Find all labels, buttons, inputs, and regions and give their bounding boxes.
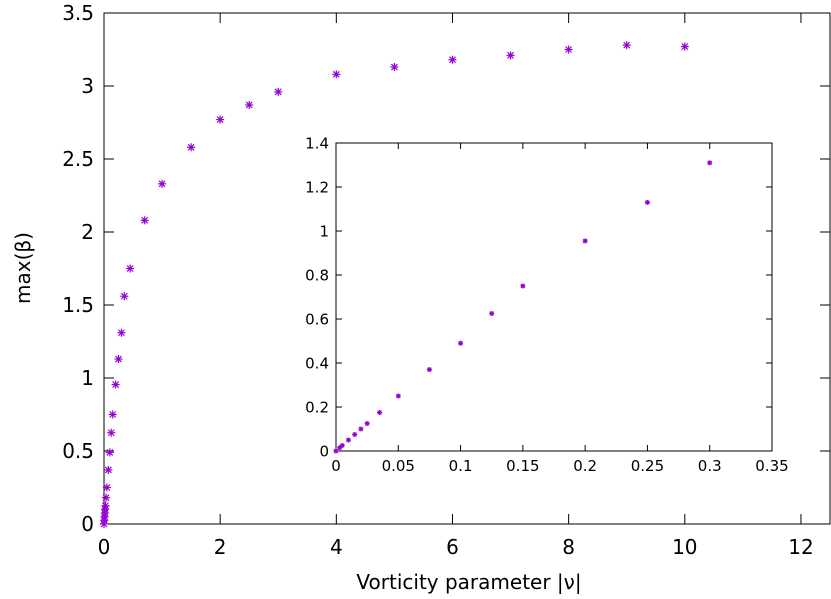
x-axis-label: Vorticity parameter |ν| <box>356 570 581 594</box>
inset-data-point <box>458 340 464 346</box>
main-data-point <box>108 410 117 419</box>
inset-y-tick-label: 0 <box>319 442 329 460</box>
inset-data-point <box>364 421 370 426</box>
main-data-point <box>158 179 167 188</box>
main-y-tick-label: 3.5 <box>62 1 94 25</box>
main-data-point <box>140 216 149 225</box>
main-y-tick-label: 2 <box>81 220 94 244</box>
inset-background <box>336 143 772 451</box>
main-x-tick-label: 6 <box>446 535 459 559</box>
main-frame <box>103 12 831 525</box>
inset-data-point <box>426 367 432 373</box>
inset-y-tick-label: 1.4 <box>305 134 329 152</box>
main-y-tick-label: 0.5 <box>62 439 94 463</box>
y-axis-label: max(β) <box>11 232 35 304</box>
inset-data-point <box>333 448 339 454</box>
inset-x-tick-label: 0 <box>331 457 341 475</box>
main-x-tick-label: 0 <box>98 535 111 559</box>
inset-data-point <box>520 283 526 289</box>
main-data-point <box>332 70 341 79</box>
inset-data-point <box>339 443 345 448</box>
inset-y-tick-label: 1 <box>319 222 329 240</box>
main-y-tick-label: 1 <box>81 366 94 390</box>
main-data-point <box>104 465 113 474</box>
main-data-point <box>245 100 254 109</box>
main-data-point <box>102 493 111 502</box>
inset-data-point <box>377 410 383 415</box>
inset-data-point <box>345 437 351 443</box>
inset-data-point <box>489 311 495 316</box>
main-data-point <box>117 328 126 337</box>
inset-data-point <box>337 445 343 451</box>
main-data-point <box>187 143 196 152</box>
main-data-point <box>120 292 129 301</box>
main-y-tick-label: 1.5 <box>62 293 94 317</box>
inset-y-tick-label: 0.8 <box>305 266 329 284</box>
main-data-point <box>126 264 135 273</box>
inset-data-point <box>707 160 713 166</box>
inset-data-point <box>358 426 364 432</box>
inset-plot: 0 0.05 0.1 0.15 0.2 0.25 0.3 0.35 0 0.2 0.4 0.6 0.8 1… <box>305 134 789 475</box>
inset-data-point <box>352 432 358 437</box>
inset-y-tick-label: 0.2 <box>305 398 329 416</box>
main-data-point <box>506 51 515 60</box>
main-data-point <box>564 45 573 54</box>
inset-y-tick-label: 1.2 <box>305 178 329 196</box>
inset-data-point <box>582 238 588 244</box>
inset-y-tick-label: 0.4 <box>305 354 329 372</box>
main-y-tick-label: 3 <box>81 74 94 98</box>
inset-x-tick-label: 0.1 <box>449 457 473 475</box>
main-data-point <box>111 380 120 389</box>
inset-frame <box>335 142 773 452</box>
inset-x-tick-label: 0.2 <box>573 457 597 475</box>
inset-x-tick-label: 0.3 <box>698 457 722 475</box>
main-data-point <box>390 63 399 72</box>
inset-x-tick-label: 0.35 <box>755 457 788 475</box>
inset-x-tick-label: 0.15 <box>506 457 539 475</box>
inset-data-point <box>644 199 650 205</box>
main-y-tick-label: 0 <box>81 512 94 536</box>
main-data-point <box>680 42 689 51</box>
main-data-point <box>107 428 116 437</box>
main-x-tick-label: 10 <box>672 535 697 559</box>
inset-x-tick-label: 0.05 <box>382 457 415 475</box>
main-data-point <box>101 501 110 510</box>
main-data-point <box>102 483 111 492</box>
inset-y-tick-label: 0.6 <box>305 310 329 328</box>
main-y-tick-label: 2.5 <box>62 147 94 171</box>
inset-data-point <box>395 393 401 399</box>
main-data-point <box>114 355 123 364</box>
main-x-tick-label: 8 <box>562 535 575 559</box>
main-x-tick-label: 4 <box>330 535 343 559</box>
main-data-point <box>105 448 114 457</box>
main-data-point <box>622 41 631 50</box>
main-data-point <box>216 115 225 124</box>
main-data-point <box>274 87 283 96</box>
inset-x-tick-label: 0.25 <box>631 457 664 475</box>
main-x-tick-label: 12 <box>788 535 813 559</box>
main-data-point <box>448 55 457 64</box>
main-x-tick-label: 2 <box>214 535 227 559</box>
